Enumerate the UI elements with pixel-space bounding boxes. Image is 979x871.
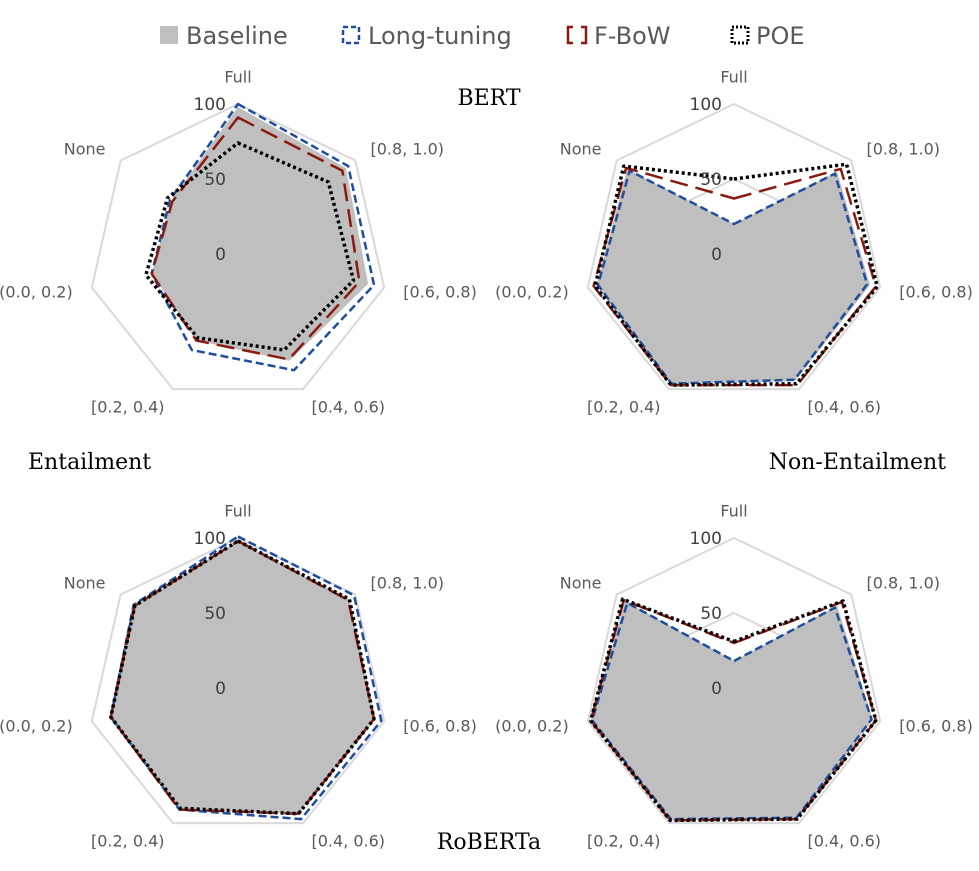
series-poe: [144, 141, 356, 352]
grid-ring-2: [90, 102, 386, 391]
axis-label: Full: [224, 68, 251, 87]
legend-label-poe: POE: [756, 22, 805, 50]
axis-label: [0.4, 0.6): [312, 398, 386, 417]
axis-label: [0.8, 1.0): [371, 573, 445, 592]
grid-ring-2: [586, 536, 882, 825]
series-baseline: [110, 541, 376, 814]
series-baseline: [151, 107, 369, 361]
axis-label: None: [560, 139, 602, 158]
axis-label: Full: [720, 502, 747, 521]
grid-ring-2: [90, 536, 386, 825]
axis-label: [0.6, 0.8): [403, 283, 477, 302]
legend: Baseline Long-tuning F-BoW POE: [160, 22, 805, 50]
axis-label: (0.0, 0.2): [0, 717, 73, 736]
series-long-tuning: [596, 169, 869, 385]
axis-label: [0.2, 0.4): [587, 398, 661, 417]
radar-roberta-non-entailment: 0 50 100 Full [0.8, 1.0) [0.6, 0.8) [0.4, 0.6)…: [495, 502, 973, 851]
series-poe: [593, 162, 880, 387]
axis-label: [0.4, 0.6): [808, 832, 882, 851]
legend-label-baseline: Baseline: [186, 22, 288, 50]
axis-label: [0.2, 0.4): [91, 832, 165, 851]
axis-label: None: [560, 573, 602, 592]
legend-label-long-tuning: Long-tuning: [368, 22, 512, 50]
tick-label: 100: [690, 95, 722, 115]
tick-label: 0: [711, 245, 722, 265]
series-long-tuning: [590, 601, 873, 821]
tick-label: 50: [204, 170, 226, 190]
class-label-entailment: Entailment: [28, 450, 151, 475]
axis-label: [0.8, 1.0): [867, 573, 941, 592]
model-label-bert: BERT: [457, 86, 520, 111]
legend-item-baseline: Baseline: [160, 22, 288, 50]
series-poe: [109, 539, 376, 816]
axis-label: Full: [720, 68, 747, 87]
tick-label: 100: [194, 95, 226, 115]
legend-label-f-bow: F-BoW: [594, 22, 671, 50]
tick-label: 50: [700, 170, 722, 190]
axis-label: None: [64, 573, 106, 592]
axis-label: Full: [224, 502, 251, 521]
tick-label: 0: [215, 245, 226, 265]
tick-label: 100: [690, 529, 722, 549]
series-baseline: [596, 168, 870, 384]
radar-bert-entailment: 0 50 100 Full [0.8, 1.0) [0.6, 0.8) [0.4, 0.6)…: [0, 68, 477, 417]
axis-label: (0.0, 0.2): [495, 283, 569, 302]
series-f-bow: [150, 116, 361, 361]
axis-label: [0.6, 0.8): [899, 717, 973, 736]
axis-label: None: [64, 139, 106, 158]
axis-label: [0.2, 0.4): [587, 832, 661, 851]
tick-label: 50: [700, 604, 722, 624]
legend-item-f-bow: F-BoW: [566, 22, 671, 50]
axis-label: [0.4, 0.6): [808, 398, 882, 417]
axis-label: [0.2, 0.4): [91, 398, 165, 417]
tick-label: 100: [194, 529, 226, 549]
axis-label: [0.6, 0.8): [403, 717, 477, 736]
axis-label: (0.0, 0.2): [0, 283, 73, 302]
axis-label: [0.8, 1.0): [371, 139, 445, 158]
radar-roberta-entailment: 0 50 100 Full [0.8, 1.0) [0.6, 0.8) [0.4, 0.6)…: [0, 502, 477, 851]
legend-item-long-tuning: Long-tuning: [341, 22, 512, 50]
axis-label: [0.4, 0.6): [312, 832, 386, 851]
tick-label: 0: [215, 679, 226, 699]
legend-swatch-f-bow: [566, 25, 588, 45]
tick-label: 0: [711, 679, 722, 699]
legend-swatch-poe: [730, 25, 750, 45]
legend-swatch-long-tuning: [341, 25, 361, 45]
axis-label: [0.8, 1.0): [867, 139, 941, 158]
class-label-non-entailment: Non-Entailment: [769, 450, 946, 475]
model-label-roberta: RoBERTa: [437, 830, 541, 855]
grid-ring-2: [586, 102, 882, 391]
series-f-bow: [589, 598, 878, 822]
series-baseline: [592, 601, 873, 821]
legend-swatch-baseline: [160, 26, 178, 44]
axis-label: (0.0, 0.2): [495, 717, 569, 736]
legend-item-poe: POE: [730, 22, 805, 50]
radar-bert-non-entailment: 0 50 100 Full [0.8, 1.0) [0.6, 0.8) [0.4, 0.6)…: [495, 68, 973, 417]
series-long-tuning: [109, 535, 383, 821]
series-long-tuning: [150, 102, 376, 372]
axis-label: [0.6, 0.8): [899, 283, 973, 302]
tick-label: 50: [204, 604, 226, 624]
